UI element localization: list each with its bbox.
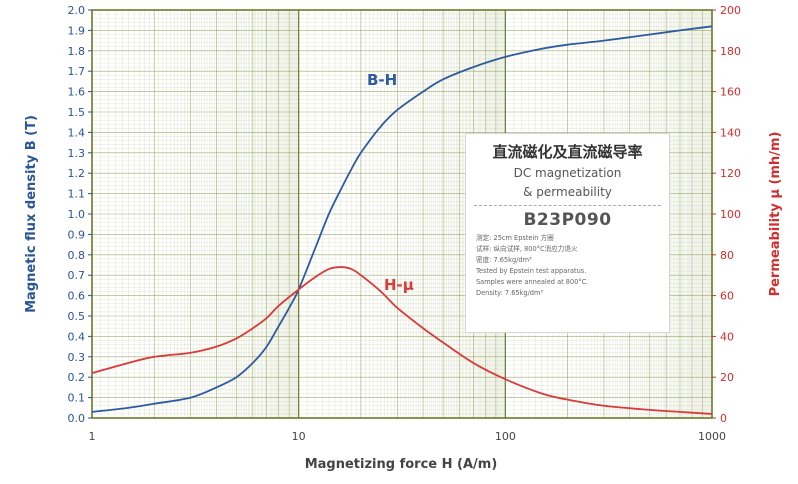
y2-tick-label: 140 xyxy=(720,126,741,139)
x-axis-title: Magnetizing force H (A/m) xyxy=(305,457,498,472)
y-axis-left-ticks: 0.0 0.1 0.2 0.3 0.4 0.5 0.6 0.7 0.8 0.9 1.0 1.1 1.2 1… xyxy=(68,4,92,425)
info-box: 直流磁化及直流磁导率 DC magnetization & permeabili… xyxy=(465,133,670,333)
info-note: Samples were annealed at 800°C. xyxy=(476,278,589,286)
y-tick-label: 1.7 xyxy=(68,65,86,78)
x-tick-label: 1000 xyxy=(698,430,726,443)
series-label-hmu: H-μ xyxy=(384,276,414,294)
x-tick-label: 100 xyxy=(495,430,516,443)
y-tick-label: 0.2 xyxy=(68,371,86,384)
info-grade: B23P090 xyxy=(523,210,612,230)
info-title-cn: 直流磁化及直流磁导率 xyxy=(492,143,643,161)
y-tick-label: 1.4 xyxy=(68,126,86,139)
y2-tick-label: 160 xyxy=(720,86,741,99)
info-note: 密度: 7.65kg/dm³ xyxy=(476,256,532,264)
info-note: 试样: 纵向试样, 800°C消应力退火 xyxy=(476,245,578,253)
x-axis-ticks: 1 10 100 1000 xyxy=(89,430,727,443)
y-tick-label: 2.0 xyxy=(68,4,86,17)
y2-tick-label: 0 xyxy=(720,412,727,425)
y2-tick-label: 60 xyxy=(720,290,734,303)
series-line-bh xyxy=(91,25,713,413)
y-tick-label: 1.0 xyxy=(68,208,86,221)
y-tick-label: 0.0 xyxy=(68,412,86,425)
y2-tick-label: 180 xyxy=(720,45,741,58)
y2-tick-label: 80 xyxy=(720,249,734,262)
series-layer xyxy=(91,25,713,415)
series-label-bh: B-H xyxy=(367,71,397,89)
y-tick-label: 1.8 xyxy=(68,45,86,58)
info-note: Tested by Epstein test apparatus. xyxy=(476,267,587,275)
y-tick-label: 0.8 xyxy=(68,249,86,262)
info-title-en-line2: & permeability xyxy=(523,185,612,199)
y2-tick-label: 100 xyxy=(720,208,741,221)
y2-tick-label: 20 xyxy=(720,371,734,384)
y-axis-right-ticks: 0 20 40 60 80 100 120 140 160 180 200 xyxy=(712,4,741,425)
y-axis-right-title: Permeability μ (mh/m) xyxy=(768,132,783,297)
y-tick-label: 1.2 xyxy=(68,167,86,180)
info-note: Density: 7.65kg/dm³ xyxy=(476,289,544,297)
y-tick-label: 0.9 xyxy=(68,228,86,241)
info-notes: 测定: 25cm Epstein 方圈 试样: 纵向试样, 800°C消应力退火… xyxy=(466,230,669,299)
y-tick-label: 1.1 xyxy=(68,188,86,201)
y2-tick-label: 200 xyxy=(720,4,741,17)
x-tick-label: 10 xyxy=(292,430,306,443)
y-tick-label: 0.3 xyxy=(68,351,86,364)
y-tick-label: 1.9 xyxy=(68,24,86,37)
info-note: 测定: 25cm Epstein 方圈 xyxy=(476,234,554,242)
y-tick-label: 0.1 xyxy=(68,392,86,405)
x-tick-label: 1 xyxy=(89,430,96,443)
y-tick-label: 0.4 xyxy=(68,330,86,343)
info-title-en-line1: DC magnetization xyxy=(513,166,622,180)
y-tick-label: 0.5 xyxy=(68,310,86,323)
y-tick-label: 0.6 xyxy=(68,290,86,303)
series-line-hmu xyxy=(91,266,713,415)
y-tick-label: 1.5 xyxy=(68,106,86,119)
y-tick-label: 1.6 xyxy=(68,86,86,99)
y-tick-label: 1.3 xyxy=(68,147,86,160)
y-axis-left-title: Magnetic flux density B (T) xyxy=(24,115,39,313)
y-tick-label: 0.7 xyxy=(68,269,86,282)
info-divider xyxy=(474,205,661,206)
y2-tick-label: 120 xyxy=(720,167,741,180)
y2-tick-label: 40 xyxy=(720,330,734,343)
